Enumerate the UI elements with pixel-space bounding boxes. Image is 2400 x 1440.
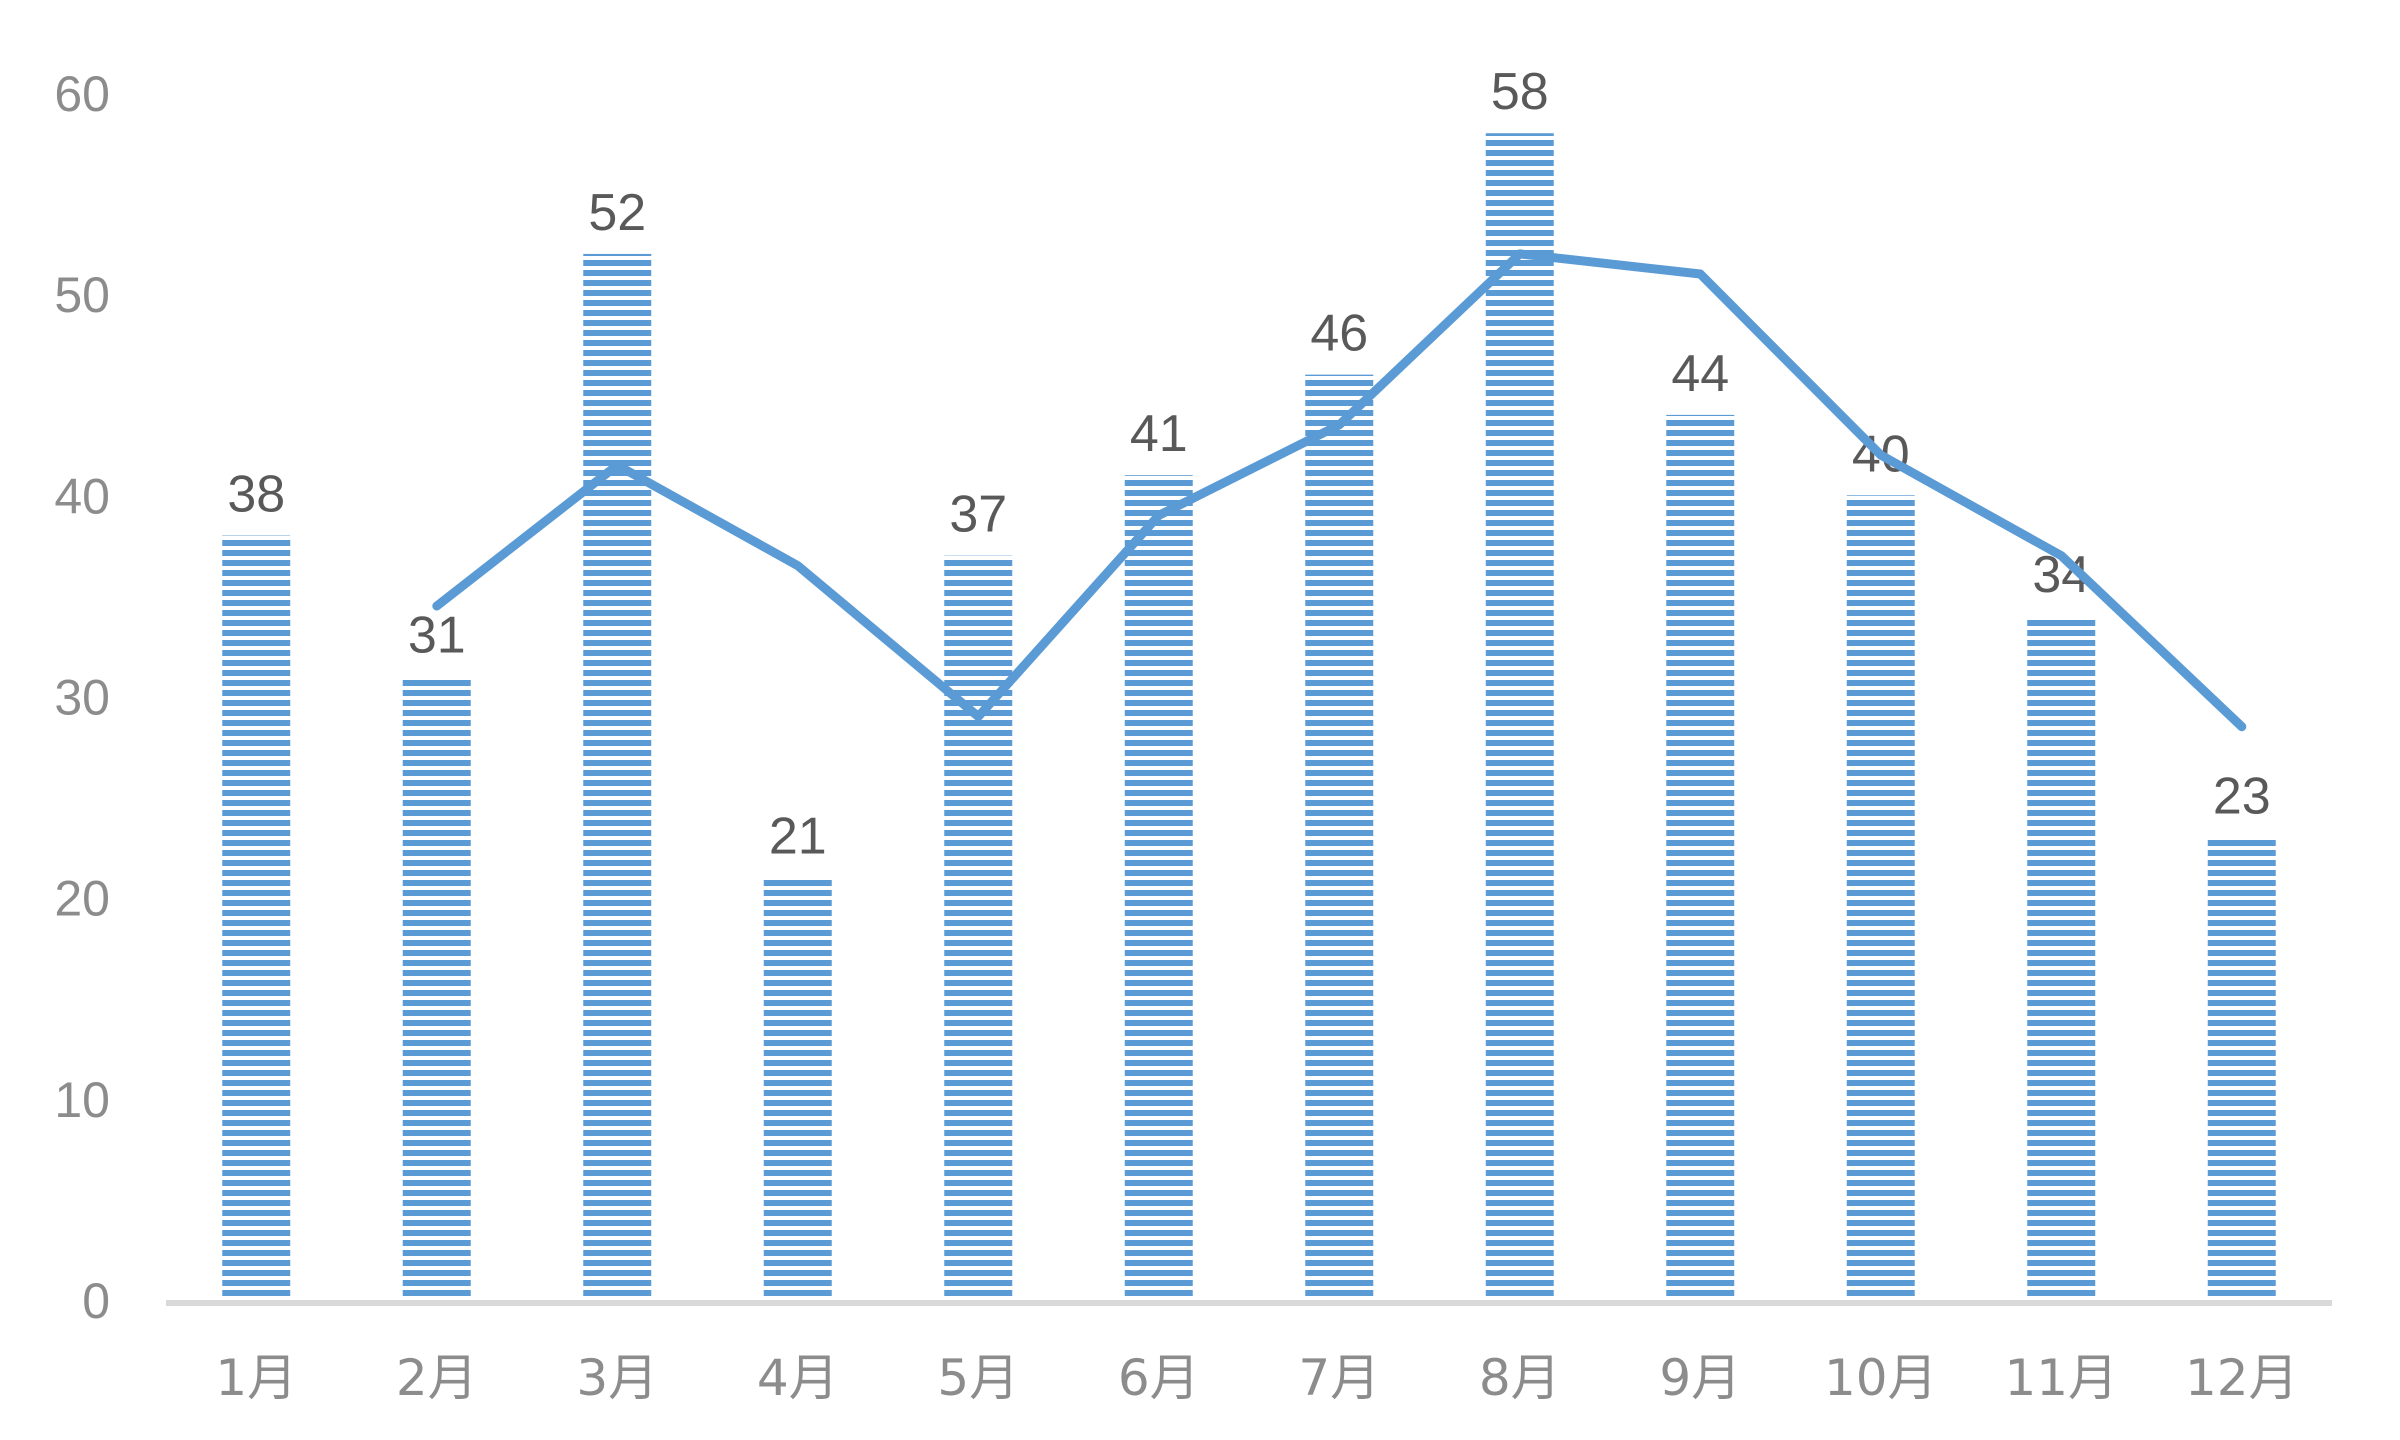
x-tick-label: 3月 xyxy=(576,1349,658,1407)
y-tick-label: 30 xyxy=(54,670,110,726)
x-tick-label: 1月 xyxy=(215,1349,297,1407)
line-point xyxy=(2060,555,2062,557)
bar-data-label: 23 xyxy=(2213,767,2271,825)
y-tick-label: 60 xyxy=(54,66,110,122)
x-tick-label: 6月 xyxy=(1118,1349,1200,1407)
y-tick-label: 40 xyxy=(54,468,110,524)
x-tick-label: 11月 xyxy=(2004,1349,2118,1407)
x-tick-label: 4月 xyxy=(757,1349,839,1407)
bar-data-label: 46 xyxy=(1310,305,1368,363)
x-tick-label: 10月 xyxy=(1824,1349,1938,1407)
bar-data-label: 21 xyxy=(769,808,827,866)
bar xyxy=(402,676,471,1300)
bar xyxy=(2207,837,2276,1300)
line-point xyxy=(2241,726,2243,728)
x-tick-label: 9月 xyxy=(1659,1349,1741,1407)
x-tick-label: 2月 xyxy=(396,1349,478,1407)
bar xyxy=(1124,475,1193,1300)
bar xyxy=(1305,374,1374,1301)
y-tick-label: 50 xyxy=(54,267,110,323)
bar xyxy=(1846,495,1915,1300)
x-axis-ticks: 1月 2月 3月 4月 5月 6月 7月 8月 9月 10月 11月 12月 xyxy=(215,1349,2298,1407)
x-tick-label: 8月 xyxy=(1479,1349,1561,1407)
y-axis-ticks: 0 10 20 30 40 50 60 xyxy=(54,66,110,1329)
x-tick-label: 5月 xyxy=(937,1349,1019,1407)
line-point xyxy=(436,605,438,607)
bar-data-label: 38 xyxy=(227,466,285,524)
line-point xyxy=(1338,424,1340,426)
line-point xyxy=(1158,514,1160,516)
line-point xyxy=(977,716,979,718)
bar xyxy=(944,555,1013,1300)
bar-data-label: 41 xyxy=(1130,405,1188,463)
bar xyxy=(2027,616,2096,1300)
bar-series xyxy=(222,133,2276,1301)
bar-data-label: 31 xyxy=(408,606,466,664)
y-tick-label: 0 xyxy=(82,1273,110,1329)
x-tick-label: 7月 xyxy=(1298,1349,1380,1407)
line-point xyxy=(797,565,799,567)
bar xyxy=(1485,133,1554,1300)
bar xyxy=(222,535,291,1300)
y-tick-label: 10 xyxy=(54,1072,110,1128)
bar xyxy=(763,877,832,1300)
bar-data-label: 58 xyxy=(1491,63,1549,121)
line-point xyxy=(1880,454,1882,456)
line-series xyxy=(432,249,2247,732)
x-tick-label: 12月 xyxy=(2185,1349,2299,1407)
bar xyxy=(1666,414,1735,1300)
line-point xyxy=(1699,273,1701,275)
bar-data-label: 44 xyxy=(1671,345,1729,403)
bar-data-label: 52 xyxy=(588,184,646,242)
line-point xyxy=(616,464,618,466)
bar xyxy=(583,253,652,1300)
line-point xyxy=(1519,253,1521,255)
bar-data-label: 37 xyxy=(949,486,1007,544)
y-tick-label: 20 xyxy=(54,871,110,927)
